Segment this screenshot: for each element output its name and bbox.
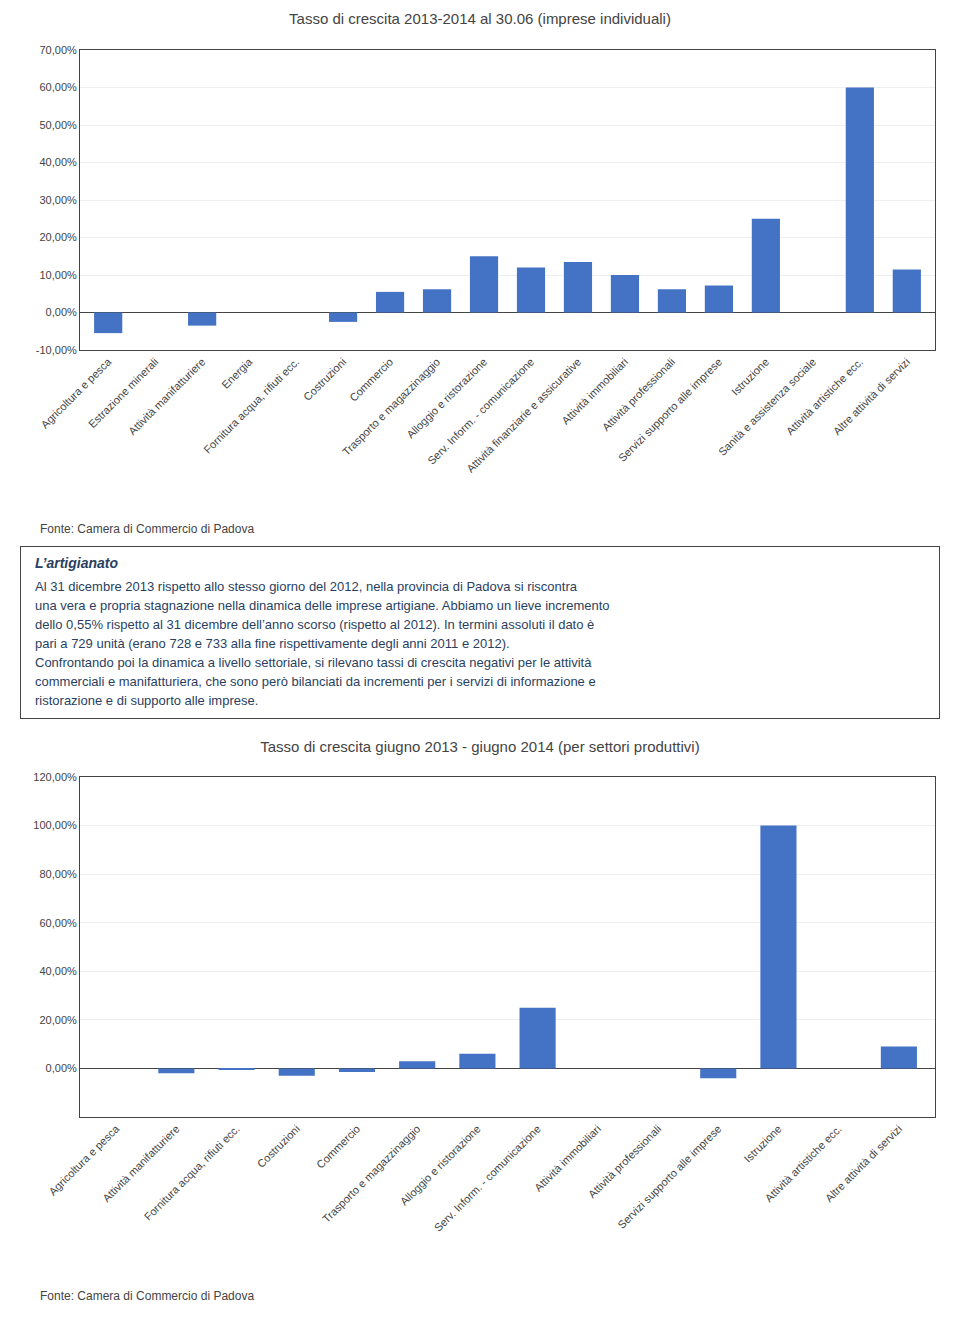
svg-text:Attività professionali: Attività professionali	[600, 356, 678, 434]
html-text:ristorazione e di supporto all: ristorazione e di supporto alle imprese.	[35, 693, 259, 708]
svg-text:Fornitura acqua, rifiuti ecc.: Fornitura acqua, rifiuti ecc.	[201, 356, 301, 456]
svg-text:Tasso di crescita giugno 2013: Tasso di crescita giugno 2013 - giugno 2…	[260, 738, 699, 755]
svg-text:0,00%: 0,00%	[46, 306, 77, 318]
svg-text:70,00%: 70,00%	[39, 44, 77, 56]
svg-text:Attività artistiche ecc.: Attività artistiche ecc.	[762, 1123, 844, 1205]
svg-text:50,00%: 50,00%	[39, 119, 77, 131]
svg-text:Attività manifatturiere: Attività manifatturiere	[126, 356, 208, 438]
svg-text:Istruzione: Istruzione	[742, 1123, 784, 1165]
svg-text:Serv. Inform. - comunicazione: Serv. Inform. - comunicazione	[425, 356, 536, 467]
svg-text:Commercio: Commercio	[347, 356, 395, 404]
svg-text:0,00%: 0,00%	[46, 1062, 77, 1074]
svg-text:Attività finanziarie e assicur: Attività finanziarie e assicurative	[464, 356, 583, 475]
svg-text:Attività professionali: Attività professionali	[586, 1123, 664, 1201]
svg-text:Energia: Energia	[219, 355, 255, 391]
svg-text:Altre attività di servizi: Altre attività di servizi	[823, 1123, 905, 1205]
svg-text:60,00%: 60,00%	[39, 81, 77, 93]
html-text:Fonte: Camera di Commercio di: Fonte: Camera di Commercio di Padova	[40, 1289, 255, 1303]
svg-text:Attività manifatturiere: Attività manifatturiere	[100, 1123, 182, 1205]
svg-text:40,00%: 40,00%	[39, 965, 77, 977]
svg-text:Agricoltura e pesca: Agricoltura e pesca	[38, 355, 114, 431]
svg-text:100,00%: 100,00%	[33, 819, 77, 831]
svg-text:60,00%: 60,00%	[39, 917, 77, 929]
svg-text:30,00%: 30,00%	[39, 194, 77, 206]
svg-text:Attività immobiliari: Attività immobiliari	[532, 1123, 603, 1194]
html-text:Fonte: Camera di Commercio di: Fonte: Camera di Commercio di Padova	[40, 522, 255, 536]
svg-text:Tasso di crescita 2013-2014 al: Tasso di crescita 2013-2014 al 30.06 (im…	[289, 10, 671, 27]
html-text:una vera e propria stagnazione: una vera e propria stagnazione nella din…	[35, 598, 610, 613]
svg-text:20,00%: 20,00%	[39, 1014, 77, 1026]
html-text:L’artigianato: L’artigianato	[35, 555, 118, 571]
svg-text:Costruzioni: Costruzioni	[301, 356, 348, 403]
svg-text:40,00%: 40,00%	[39, 156, 77, 168]
html-text:Confrontando poi la dinamica a: Confrontando poi la dinamica a livello s…	[35, 655, 592, 670]
svg-text:Commercio: Commercio	[314, 1123, 362, 1171]
svg-text:Estrazione minerali: Estrazione minerali	[86, 356, 161, 431]
svg-text:Sanità e assistenza sociale: Sanità e assistenza sociale	[716, 356, 818, 458]
html-text:Al 31 dicembre 2013 rispetto a: Al 31 dicembre 2013 rispetto allo stesso…	[35, 579, 577, 594]
svg-text:-10,00%: -10,00%	[36, 344, 77, 356]
svg-text:20,00%: 20,00%	[39, 231, 77, 243]
svg-text:Istruzione: Istruzione	[729, 356, 771, 398]
svg-text:120,00%: 120,00%	[33, 771, 77, 783]
svg-text:Servizi supporto alle imprese: Servizi supporto alle imprese	[616, 356, 724, 464]
svg-text:Agricoltura e pesca: Agricoltura e pesca	[46, 1122, 122, 1198]
svg-text:Alloggio e ristorazione: Alloggio e ristorazione	[398, 1123, 483, 1208]
svg-text:Fornitura acqua, rifiuti ecc.: Fornitura acqua, rifiuti ecc.	[142, 1123, 242, 1223]
svg-text:Serv. Inform. - comunicazione: Serv. Inform. - comunicazione	[432, 1123, 543, 1234]
svg-text:Trasporto e magazzinaggio: Trasporto e magazzinaggio	[320, 1123, 422, 1225]
svg-text:Trasporto e magazzinaggio: Trasporto e magazzinaggio	[340, 356, 442, 458]
svg-text:Altre attività di servizi: Altre attività di servizi	[831, 356, 913, 438]
svg-text:10,00%: 10,00%	[39, 269, 77, 281]
svg-text:Attività immobiliari: Attività immobiliari	[559, 356, 630, 427]
svg-text:Attività artistiche ecc.: Attività artistiche ecc.	[784, 356, 866, 438]
html-text:commerciali e manifatturiera,: commerciali e manifatturiera, che sono p…	[35, 674, 596, 689]
svg-text:Alloggio e ristorazione: Alloggio e ristorazione	[404, 356, 489, 441]
svg-text:80,00%: 80,00%	[39, 868, 77, 880]
svg-text:Costruzioni: Costruzioni	[255, 1123, 302, 1170]
svg-text:Servizi supporto alle imprese: Servizi supporto alle imprese	[615, 1123, 723, 1231]
html-text:dello 0,55% rispetto al 31 dic: dello 0,55% rispetto al 31 dicembre dell…	[35, 617, 595, 632]
html-text:pari a 729 unità (erano 728 e: pari a 729 unità (erano 728 e 733 alla f…	[35, 636, 510, 651]
